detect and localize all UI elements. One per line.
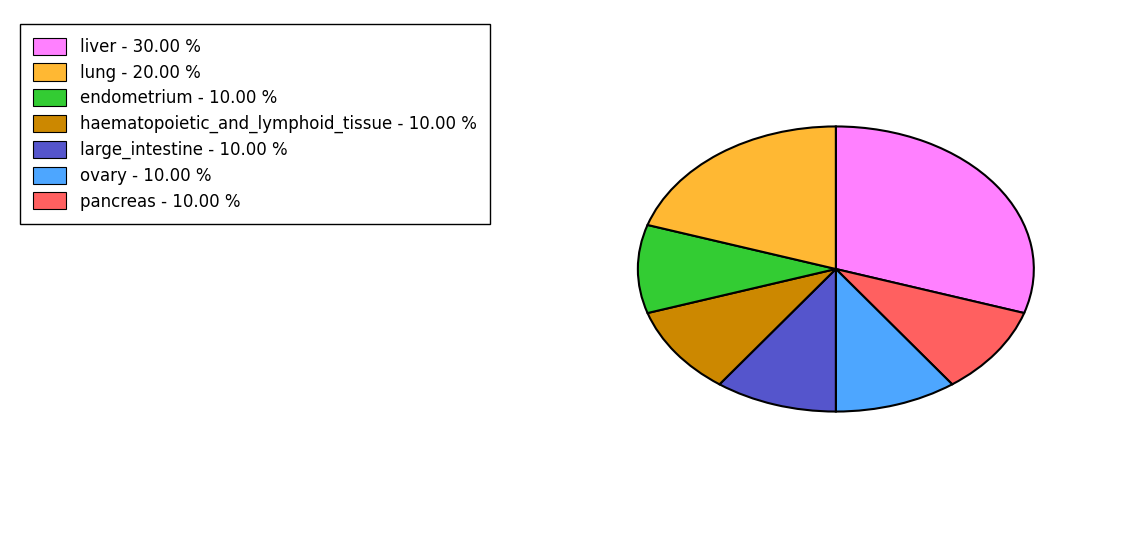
Wedge shape	[836, 269, 1024, 384]
Wedge shape	[648, 126, 836, 269]
Wedge shape	[638, 225, 836, 313]
Wedge shape	[648, 269, 836, 384]
Legend: liver - 30.00 %, lung - 20.00 %, endometrium - 10.00 %, haematopoietic_and_lymph: liver - 30.00 %, lung - 20.00 %, endomet…	[19, 24, 490, 224]
Wedge shape	[836, 269, 953, 412]
Wedge shape	[836, 126, 1034, 313]
Wedge shape	[719, 269, 836, 412]
